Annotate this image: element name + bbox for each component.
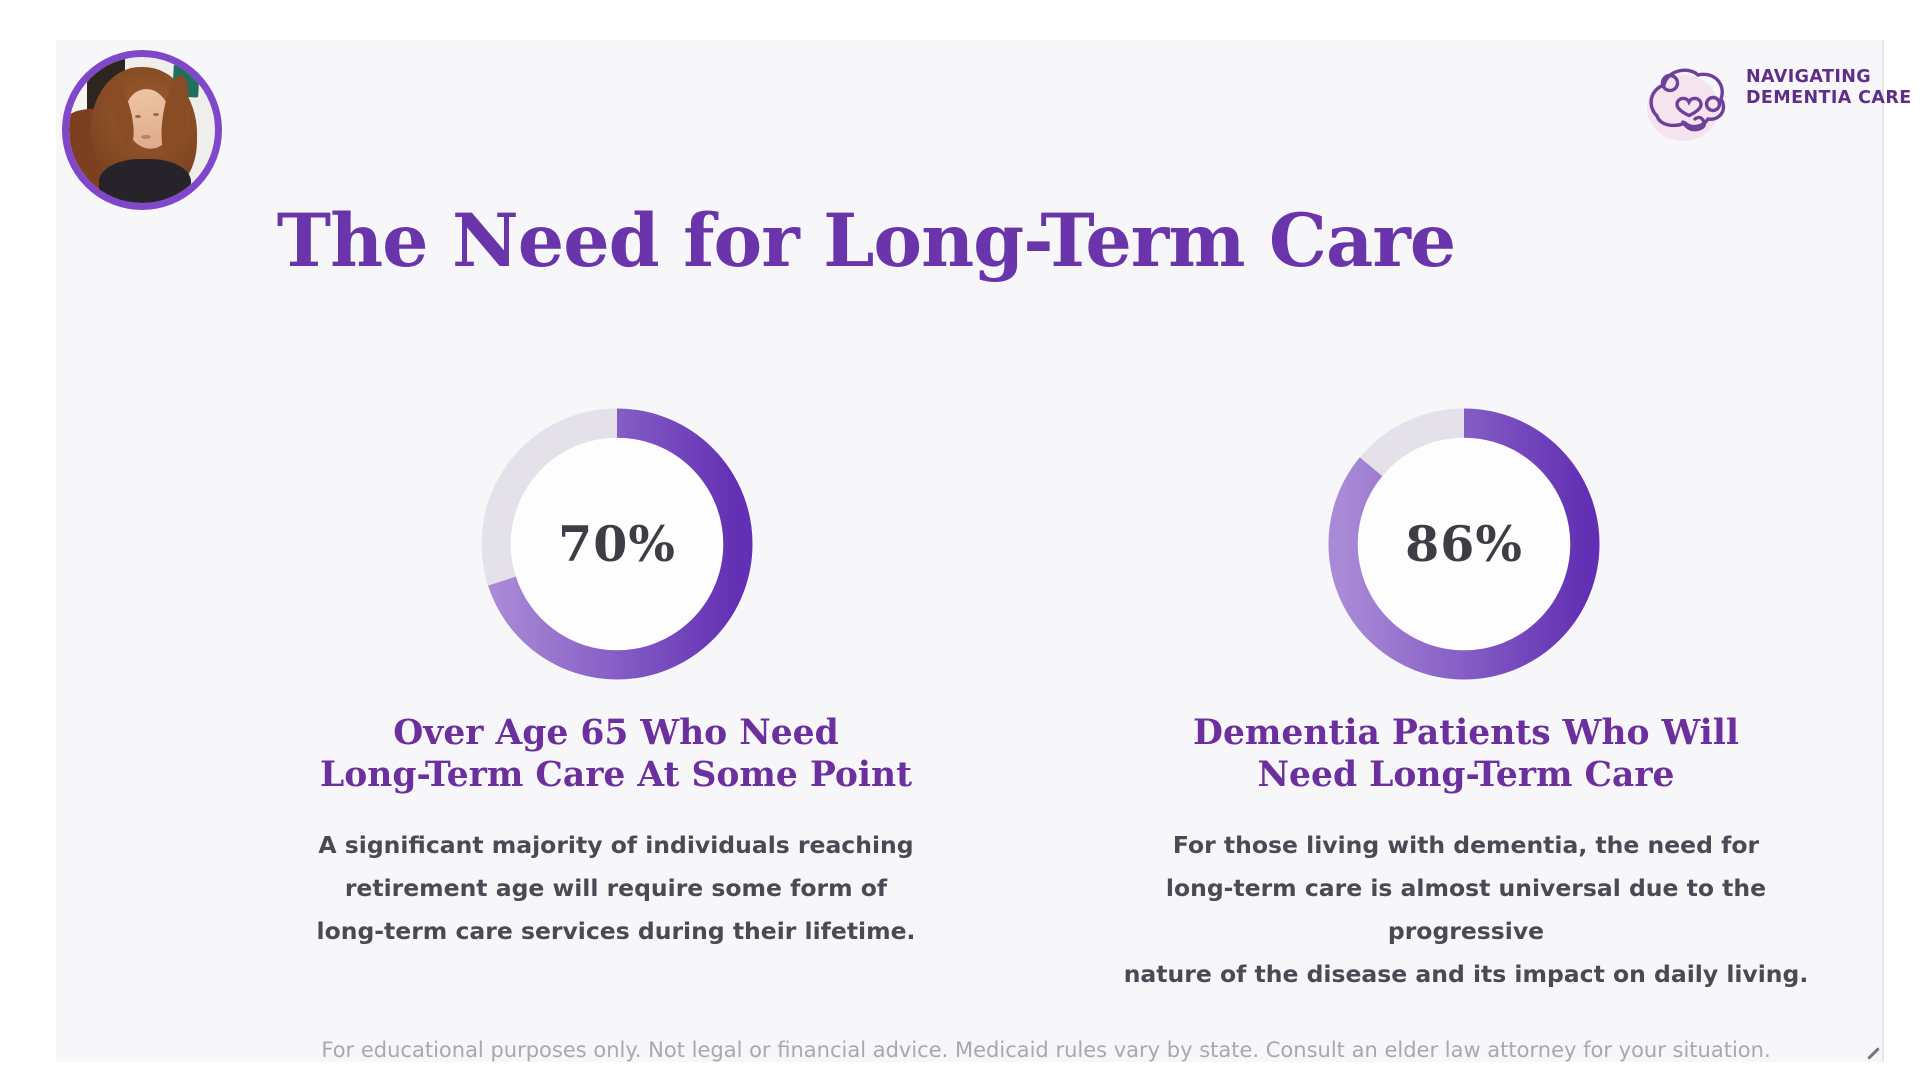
presenter-avatar bbox=[99, 159, 191, 203]
presentation-slide: The Need for Long-Term Care 70% Over Age… bbox=[56, 40, 1884, 1062]
stat-description-right: For those living with dementia, the need… bbox=[1123, 831, 1809, 988]
presenter-avatar bbox=[153, 113, 159, 116]
presenter-avatar bbox=[135, 115, 141, 118]
donut-chart-70: 70% bbox=[481, 408, 753, 680]
stat-caption-left: Over Age 65 Who Need Long-Term Care At So… bbox=[319, 713, 913, 796]
page-title: The Need for Long-Term Care bbox=[276, 198, 1456, 284]
resize-handle[interactable] bbox=[1867, 1047, 1880, 1060]
brand-line-1: NAVIGATING bbox=[1746, 67, 1872, 87]
presenter-webcam-video[interactable] bbox=[62, 50, 222, 210]
brand-name: NAVIGATING DEMENTIA CARE bbox=[1746, 67, 1912, 109]
disclaimer-text: For educational purposes only. Not legal… bbox=[321, 1038, 1771, 1062]
stat-caption-right: Dementia Patients Who Will Need Long-Term… bbox=[1193, 713, 1739, 796]
presenter-avatar bbox=[141, 135, 151, 139]
donut-center-value: 70% bbox=[558, 515, 676, 573]
donut-chart-86: 86% bbox=[1328, 408, 1600, 680]
stat-description-left: A significant majority of individuals re… bbox=[316, 831, 916, 945]
donut-center-value: 86% bbox=[1405, 515, 1523, 573]
brand-line-2: DEMENTIA CARE bbox=[1746, 88, 1912, 108]
brain-heart-icon bbox=[1647, 68, 1726, 141]
